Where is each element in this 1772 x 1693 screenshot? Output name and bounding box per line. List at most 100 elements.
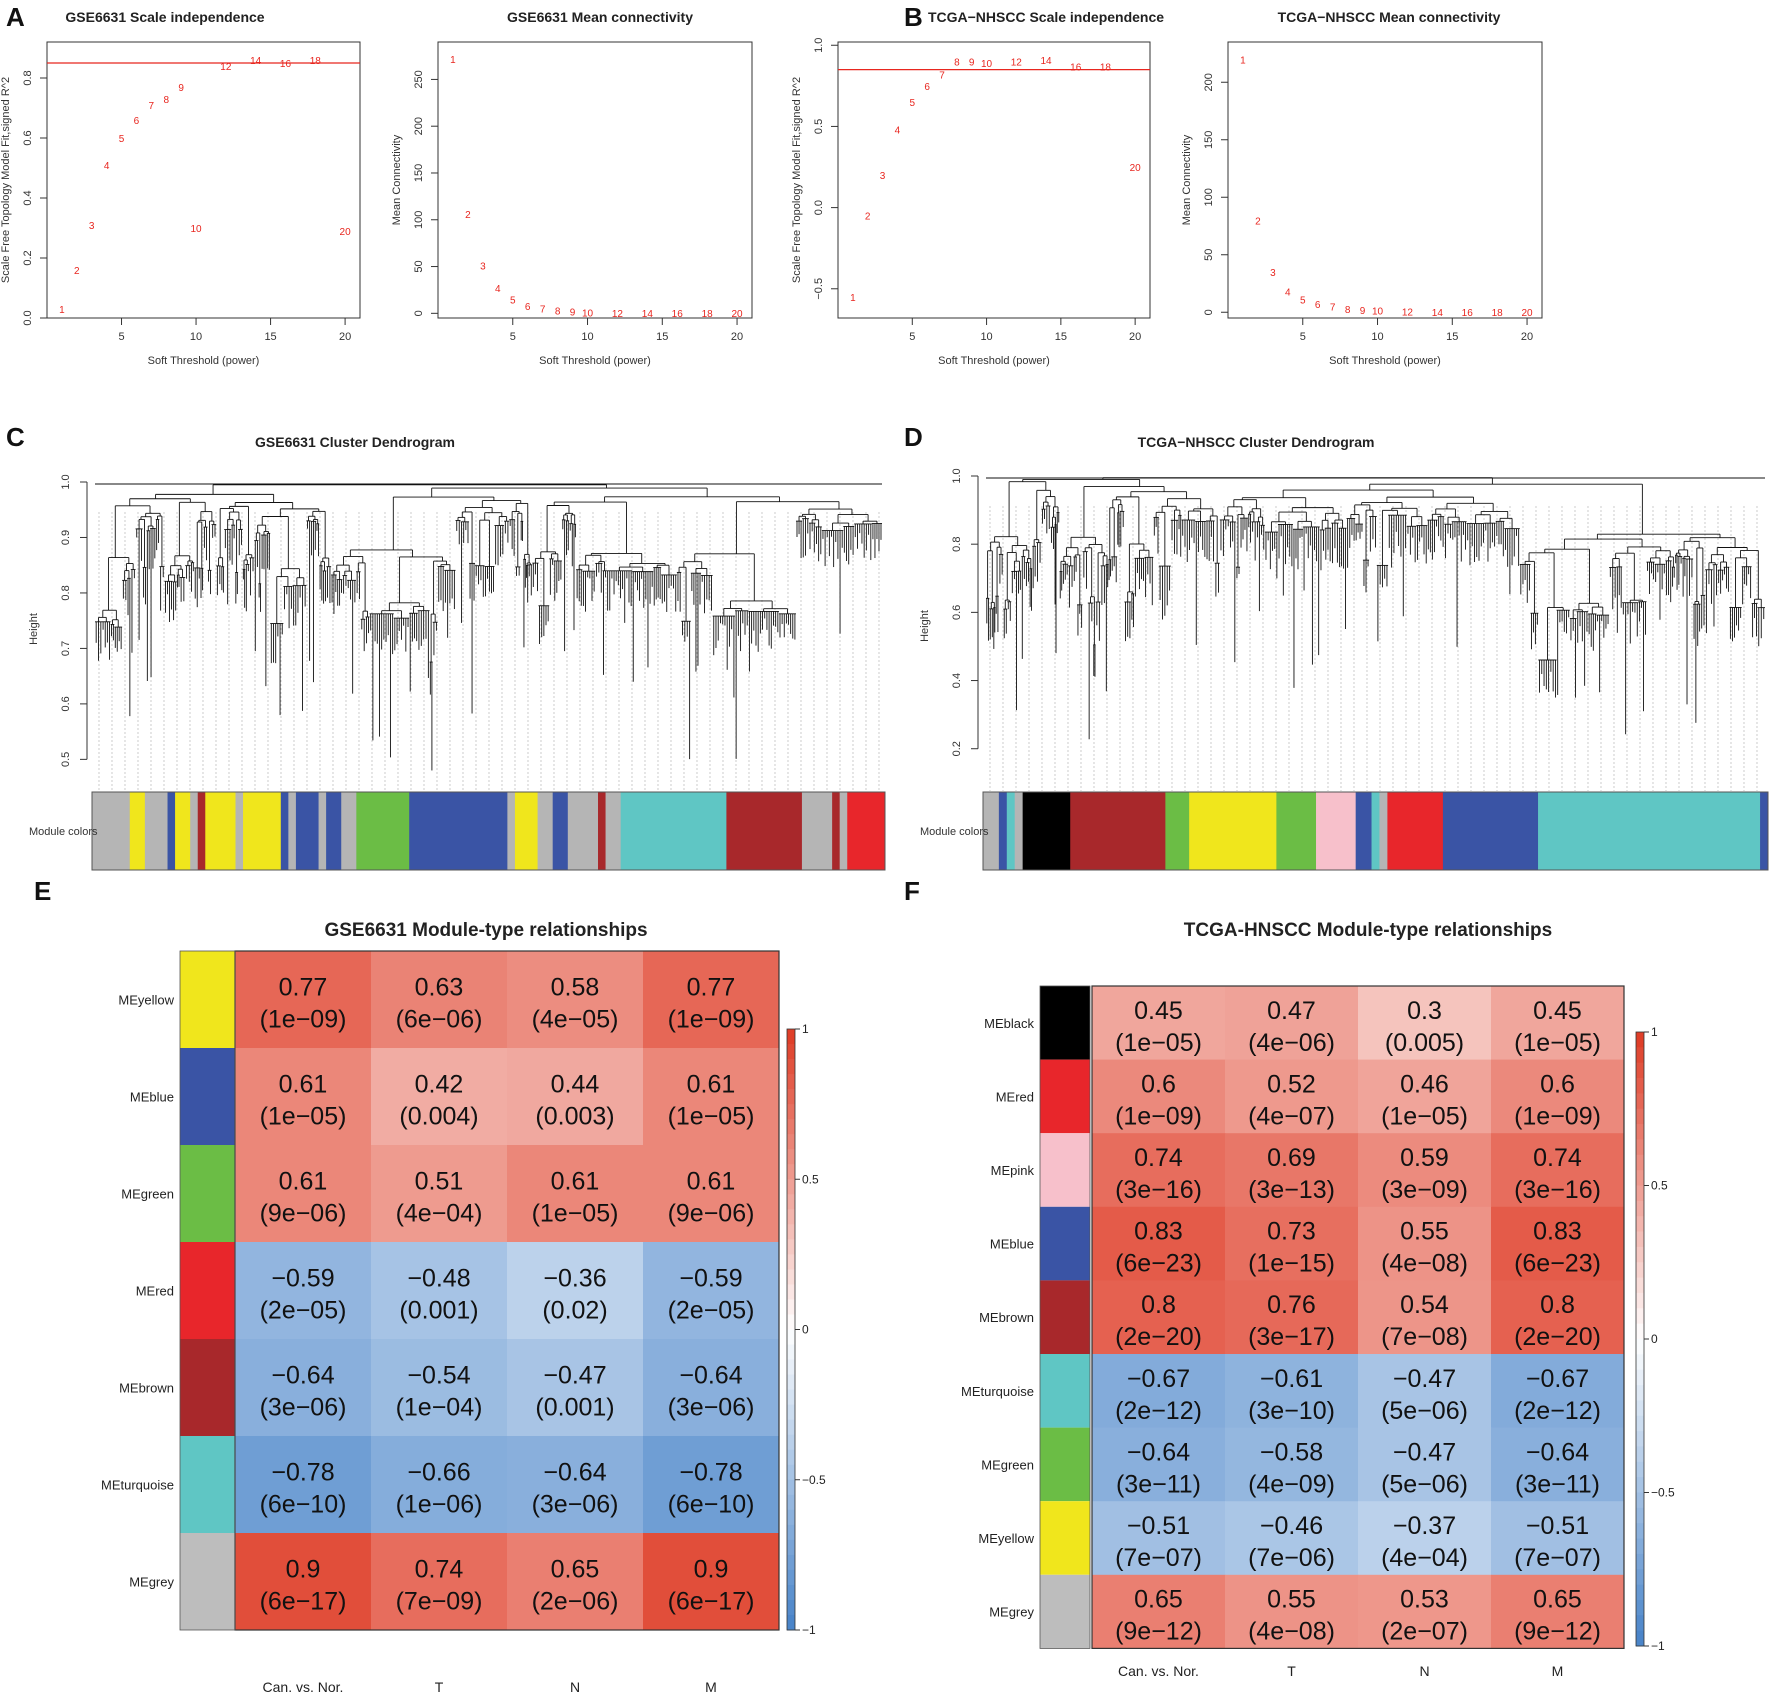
module-color-segment — [1070, 792, 1166, 870]
colorbar-step — [1636, 1231, 1644, 1248]
module-color-segment — [801, 792, 833, 870]
heatmap-cell — [1491, 1133, 1625, 1208]
panel-label-f: F — [904, 876, 920, 906]
heatmap-cell — [507, 1339, 644, 1437]
data-point: 18 — [310, 56, 322, 67]
data-point: 8 — [1345, 305, 1351, 316]
cell-correlation: −0.61 — [1260, 1365, 1323, 1393]
cell-pvalue: (0.004) — [399, 1103, 478, 1131]
cell-correlation: 0.61 — [687, 1168, 736, 1196]
colorbar-step — [787, 1344, 795, 1361]
x-tick-label: 5 — [118, 331, 124, 343]
colorbar-step — [787, 1404, 795, 1421]
x-tick-label: 15 — [264, 331, 276, 343]
y-axis-label: Scale Free Topology Model Fit,signed R^2 — [791, 77, 803, 283]
cell-pvalue: (6e−23) — [1514, 1250, 1601, 1278]
module-swatch — [1040, 1280, 1090, 1354]
scatter-panel-b1: TCGA−NHSCC Scale independence Soft Thresh… — [791, 9, 1164, 367]
x-tick-label: 20 — [731, 331, 743, 343]
colorbar-step — [1636, 1047, 1644, 1064]
module-color-segment — [983, 792, 1000, 870]
data-point: 1 — [850, 293, 856, 304]
module-color-segment — [1189, 792, 1277, 870]
colorbar-step — [787, 1029, 795, 1045]
colorbar-step — [1636, 1523, 1644, 1540]
data-point: 14 — [250, 56, 262, 67]
cell-pvalue: (2e−20) — [1514, 1323, 1601, 1351]
module-color-segment — [92, 792, 131, 870]
y-tick-label: 0.6 — [951, 605, 963, 620]
cell-correlation: −0.37 — [1393, 1512, 1456, 1540]
y-axis-label: Height — [919, 610, 931, 642]
colorbar-step — [1636, 1339, 1644, 1355]
colorbar-tick-label: 0.5 — [802, 1172, 819, 1186]
colorbar-step — [787, 1524, 795, 1541]
colorbar-step — [787, 1314, 795, 1330]
y-tick-label: 200 — [1203, 73, 1215, 91]
heatmap-cell — [235, 1145, 372, 1243]
swatch-frame — [179, 950, 236, 1631]
chart-title: TCGA−NHSCC Mean connectivity — [1278, 9, 1501, 25]
x-tick-label: 10 — [190, 331, 202, 343]
heatmap-cell — [371, 951, 508, 1049]
cell-correlation: 0.65 — [1134, 1586, 1183, 1614]
module-color-segment — [1355, 792, 1372, 870]
data-point: 16 — [280, 59, 292, 70]
row-label: MEblue — [990, 1237, 1034, 1252]
y-tick-label: 0.5 — [60, 752, 72, 767]
colorbar-step — [787, 1494, 795, 1511]
module-color-segment — [847, 792, 886, 870]
cell-correlation: 0.55 — [1267, 1586, 1316, 1614]
heatmap-cell — [371, 1048, 508, 1146]
cell-pvalue: (7e−08) — [1381, 1323, 1468, 1351]
colorbar-step — [1636, 1323, 1644, 1340]
heatmap-cell — [643, 1533, 780, 1631]
chart-title: TCGA−NHSCC Scale independence — [928, 9, 1164, 25]
row-label: MEgrey — [129, 1575, 174, 1590]
y-tick-label: 50 — [413, 260, 425, 272]
data-point: 6 — [924, 82, 930, 93]
cell-pvalue: (1e−15) — [1248, 1250, 1335, 1278]
colorbar-step — [787, 1164, 795, 1180]
cell-correlation: −0.66 — [407, 1459, 470, 1487]
heatmap-cell — [371, 1339, 508, 1437]
colorbar-step — [1636, 1584, 1644, 1601]
y-tick-label: 0 — [413, 310, 425, 316]
row-label: MEturquoise — [101, 1478, 174, 1493]
cell-correlation: 0.61 — [279, 1168, 328, 1196]
heatmap-cell — [1225, 1574, 1359, 1649]
colorbar-step — [1636, 1461, 1644, 1478]
module-color-segment — [552, 792, 569, 870]
y-tick-label: 0.6 — [60, 696, 72, 711]
data-point: 6 — [525, 302, 531, 313]
y-tick-label: 0.6 — [22, 130, 34, 145]
module-swatch — [1040, 1501, 1090, 1575]
heatmap-cell — [1358, 1354, 1492, 1429]
heatmap-cell — [1358, 1574, 1492, 1649]
heatmap-cell — [235, 1533, 372, 1631]
module-color-segment — [1022, 792, 1071, 870]
row-label: MEblue — [130, 1090, 174, 1105]
cell-correlation: 0.59 — [1400, 1144, 1449, 1172]
module-color-segment — [280, 792, 289, 870]
module-color-segment — [356, 792, 410, 870]
data-point: 7 — [939, 70, 945, 81]
scatter-panel-a1: GSE6631 Scale independence Soft Threshold… — [0, 9, 361, 367]
cell-correlation: −0.59 — [679, 1265, 742, 1293]
plot-frame — [1227, 41, 1543, 319]
cell-correlation: −0.67 — [1526, 1365, 1589, 1393]
heatmap-cell — [1491, 1206, 1625, 1281]
heatmap-cell — [507, 1533, 644, 1631]
row-label: MEbrown — [119, 1381, 174, 1396]
cell-correlation: 0.83 — [1134, 1218, 1183, 1246]
module-color-segment — [832, 792, 841, 870]
module-color-segment — [326, 792, 342, 870]
y-tick-label: 0.0 — [813, 200, 825, 215]
cell-correlation: 0.58 — [551, 974, 600, 1002]
data-point: 2 — [74, 266, 80, 277]
cell-pvalue: (0.003) — [535, 1103, 614, 1131]
heatmap-cell — [235, 1242, 372, 1340]
data-point: 20 — [731, 309, 743, 320]
chart-layer: GSE6631 Scale independence Soft Threshold… — [0, 9, 1769, 1693]
module-swatch — [1040, 1133, 1090, 1207]
